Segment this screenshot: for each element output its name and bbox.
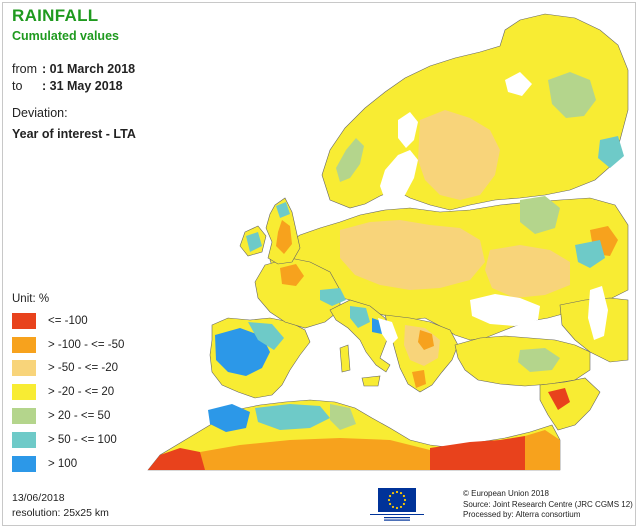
region-sicily xyxy=(361,375,381,387)
legend: Unit: % <= -100 > -100 - <= -50 > -50 - <=… xyxy=(12,293,124,476)
wet-areas xyxy=(208,72,624,432)
region-middle-east xyxy=(539,377,601,431)
extreme-deficit-areas xyxy=(148,388,570,470)
eu-star-icon xyxy=(399,491,403,495)
sea-white-sea xyxy=(505,72,532,96)
area-algeria-teal xyxy=(255,404,330,430)
area-iberia-teal xyxy=(248,322,284,350)
sea-baltic xyxy=(380,150,418,206)
legend-rows: <= -100 > -100 - <= -50 > -50 - <= -20 > -2… xyxy=(12,309,124,476)
credit-processed: Processed by: Alterra consortium xyxy=(463,510,581,519)
map-resolution: resolution: 25x25 km xyxy=(12,507,109,519)
eu-star-icon xyxy=(391,491,395,495)
european-commission-logo xyxy=(370,488,424,521)
map-title: RAINFALL xyxy=(12,6,99,25)
legend-label: > -20 - <= 20 xyxy=(48,386,115,399)
region-france xyxy=(254,257,341,329)
legend-label: > 50 - <= 100 xyxy=(48,433,117,446)
area-britain-orange xyxy=(276,220,292,254)
from-value: : 01 March 2018 xyxy=(42,62,136,76)
deviation-value: Year of interest - LTA xyxy=(12,127,136,141)
legend-label: > -50 - <= -20 xyxy=(48,362,118,375)
legend-swatch xyxy=(12,384,36,401)
legend-swatch xyxy=(12,408,36,425)
area-balkans-orange xyxy=(418,330,434,350)
eu-star-icon xyxy=(395,490,399,494)
to-value: : 31 May 2018 xyxy=(42,79,123,93)
area-middle-east-red xyxy=(548,388,570,410)
credit-copyright: © European Union 2018 xyxy=(463,489,549,498)
area-france-orange xyxy=(280,264,304,286)
sea-gulf-bothnia xyxy=(398,112,418,148)
legend-swatch xyxy=(12,455,36,472)
map-subtitle: Cumulated values xyxy=(12,29,119,43)
deficit-areas xyxy=(276,110,618,388)
map-frame xyxy=(2,2,636,526)
legend-item: <= -100 xyxy=(12,309,124,333)
area-ukraine-light xyxy=(485,245,570,298)
area-russia-teal xyxy=(598,136,624,168)
eu-star-icon xyxy=(388,502,392,506)
area-ne-europe-light xyxy=(418,110,500,200)
area-libya-red xyxy=(430,436,530,470)
sea-black-sea xyxy=(470,294,540,326)
sea-adriatic xyxy=(378,318,398,346)
area-egypt-orange xyxy=(525,430,560,470)
eu-star-icon xyxy=(391,505,395,509)
area-germany-poland-light xyxy=(340,220,485,290)
legend-item: > 20 - <= 50 xyxy=(12,404,124,428)
area-tunisia-green xyxy=(330,404,356,430)
legend-label: > 20 - <= 50 xyxy=(48,410,111,423)
legend-label: <= -100 xyxy=(48,314,88,327)
period-to: to : 31 May 2018 xyxy=(12,79,123,93)
eu-stars xyxy=(387,490,407,510)
legend-title: Unit: % xyxy=(12,293,50,305)
legend-swatch xyxy=(12,360,36,377)
legend-item: > -100 - <= -50 xyxy=(12,333,124,357)
area-italy-teal xyxy=(350,306,370,328)
legend-item: > -20 - <= 20 xyxy=(12,380,124,404)
credit-source: Source: Joint Research Centre (JRC CGMS … xyxy=(463,499,633,509)
eu-star-icon xyxy=(387,498,391,502)
area-scotland-teal xyxy=(276,202,290,218)
to-label: to xyxy=(12,79,23,93)
map-date: 13/06/2018 xyxy=(12,492,65,504)
area-sahara-orange xyxy=(200,438,430,470)
eu-star-icon xyxy=(395,506,399,510)
legend-swatch xyxy=(12,312,36,329)
area-morocco-blue xyxy=(208,404,250,432)
area-turkey-green xyxy=(518,348,560,372)
legend-swatch xyxy=(12,431,36,448)
legend-item: > 50 - <= 100 xyxy=(12,428,124,452)
area-russia-east-teal xyxy=(575,240,605,268)
area-alps-teal xyxy=(320,288,346,306)
eu-star-icon xyxy=(388,494,392,498)
from-label: from xyxy=(12,62,37,76)
deviation-label: Deviation: xyxy=(12,106,68,120)
eu-star-icon xyxy=(403,498,407,502)
sea-caspian xyxy=(588,286,608,340)
area-east-green xyxy=(520,196,560,234)
eu-star-icon xyxy=(399,505,403,509)
area-iberia-blue xyxy=(215,328,270,376)
sea-areas xyxy=(378,72,608,346)
eu-star-icon xyxy=(402,502,406,506)
legend-item: > -50 - <= -20 xyxy=(12,357,124,381)
region-corsica-sardinia xyxy=(339,344,351,373)
area-russia-green xyxy=(548,72,596,118)
area-ireland-teal xyxy=(246,232,262,252)
area-sahara-west-red xyxy=(148,448,210,470)
period-from: from : 01 March 2018 xyxy=(12,62,135,76)
legend-swatch xyxy=(12,336,36,353)
credits: © European Union 2018 Source: Joint Rese… xyxy=(463,489,633,521)
area-norway-green xyxy=(336,138,364,182)
legend-label: > -100 - <= -50 xyxy=(48,338,125,351)
area-greece-orange xyxy=(412,370,426,388)
eu-star-icon xyxy=(402,494,406,498)
region-italy xyxy=(329,299,391,373)
legend-label: > 100 xyxy=(48,457,78,470)
legend-item: > 100 xyxy=(12,452,124,476)
